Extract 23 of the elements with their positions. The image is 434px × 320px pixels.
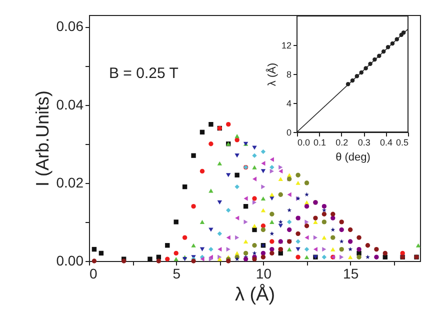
y-tick-label: 0.04 xyxy=(56,96,84,112)
y-axis-title: I (Arb.Units) xyxy=(32,90,52,187)
x-axis-title: θ (deg) xyxy=(336,152,370,164)
x-axis-title: λ (Å) xyxy=(234,284,276,306)
x-tick-label: 0.0 xyxy=(298,138,310,148)
x-tick-label: 0.4 xyxy=(380,138,393,148)
y-tick-label: 12 xyxy=(281,40,292,50)
y-tick-label: 0.00 xyxy=(56,252,84,268)
y-tick-label: 0 xyxy=(286,128,292,138)
x-tick-label: 0 xyxy=(90,266,98,282)
y-tick-label: 4 xyxy=(286,98,292,108)
annotation: B = 0.25 T xyxy=(109,65,178,82)
x-tick-label: 0.5 xyxy=(396,138,408,148)
y-tick-label: 8 xyxy=(286,70,292,80)
y-axis-title: λ (Å) xyxy=(265,62,278,86)
x-tick-label: 15 xyxy=(343,266,359,282)
x-tick-label: 10 xyxy=(256,266,272,282)
x-tick-label: 0.1 xyxy=(313,138,326,148)
x-tick-label: 0.2 xyxy=(336,138,348,148)
y-tick-label: 0.06 xyxy=(56,18,84,34)
x-tick-label: 5 xyxy=(172,266,181,282)
x-tick-label: 0.3 xyxy=(358,138,370,148)
y-tick-label: 0.02 xyxy=(56,174,84,190)
